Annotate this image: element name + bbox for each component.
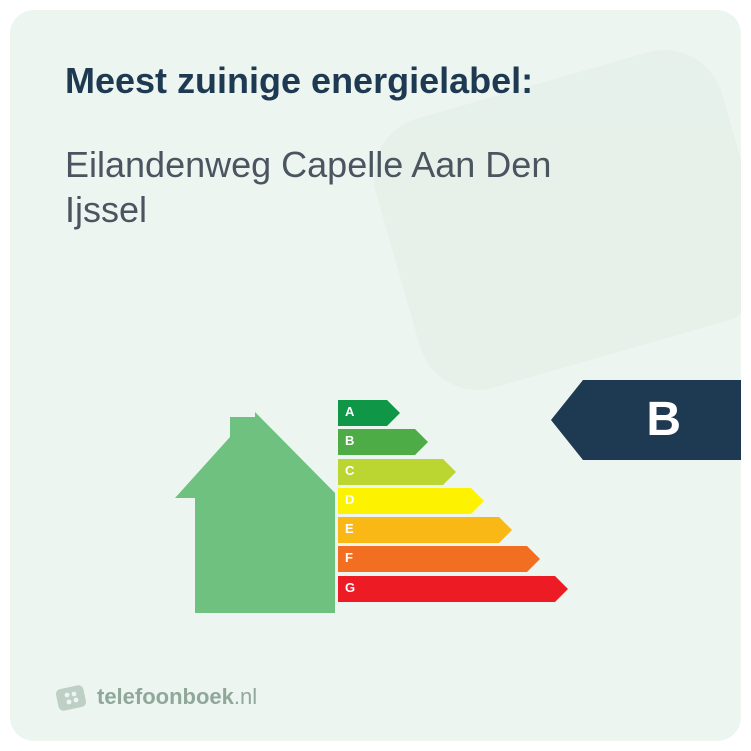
energy-label-card: Meest zuinige energielabel: Eilandenweg … [10,10,741,741]
energy-bar-label: D [345,492,354,507]
footer-brand-bold: telefoonboek [97,684,234,709]
energy-bar-label: B [345,433,354,448]
rating-badge: B [551,380,741,460]
footer-brand-light: .nl [234,684,257,709]
footer-brand: telefoonboek.nl [97,684,257,710]
rating-letter: B [646,392,681,447]
footer-logo-icon [55,681,87,713]
footer: telefoonboek.nl [55,681,257,713]
energy-bar-label: A [345,404,354,419]
energy-bar-label: C [345,463,354,478]
card-title: Meest zuinige energielabel: [65,60,686,102]
energy-bar-label: G [345,580,355,595]
energy-bar-label: F [345,550,353,565]
house-icon [175,403,335,603]
energy-bar-label: E [345,521,354,536]
card-subtitle: Eilandenweg Capelle Aan Den Ijssel [65,142,625,232]
